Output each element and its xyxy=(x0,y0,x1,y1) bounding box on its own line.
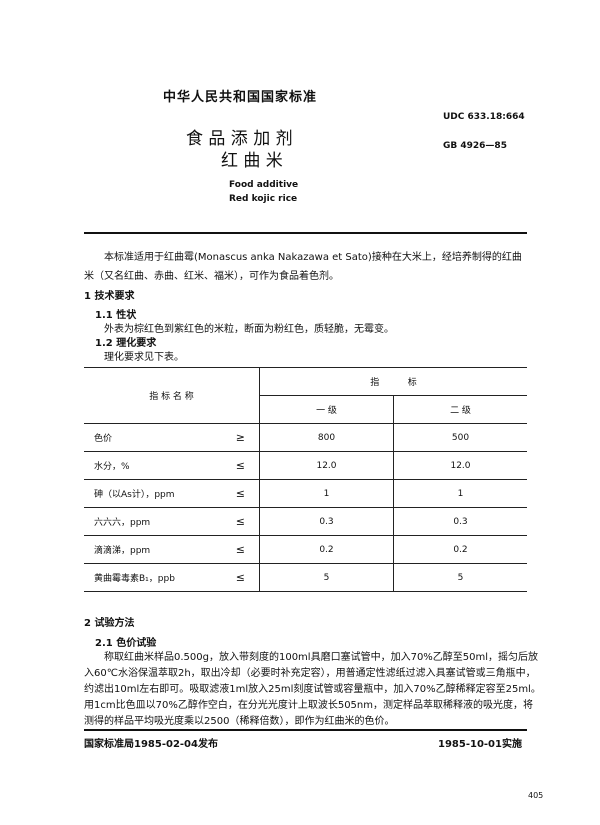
row-grade1: 0.2 xyxy=(259,535,394,564)
table-row: 黄曲霉毒素B₁，ppb ≤5 5 xyxy=(84,563,527,592)
issue-date: 国家标准局1985-02-04发布 xyxy=(84,739,218,750)
section1-2-heading: 1.2 理化要求 xyxy=(95,338,157,349)
row-name: 砷（以As计），ppm xyxy=(84,479,215,508)
english-title-line1: Food additive xyxy=(229,180,299,190)
row-operator: ≤ xyxy=(215,479,260,508)
row-grade1: 12.0 xyxy=(259,451,394,480)
page-number: 405 xyxy=(528,791,544,800)
header-grade2: 二 级 xyxy=(393,395,527,424)
row-grade2: 500 xyxy=(393,423,527,452)
row-operator: ≥ xyxy=(215,423,260,452)
requirements-table: 指 标 名 称 指 标 一 级 二 级 色价 ≥800 500 水分，% ≤12.0 1… xyxy=(84,367,527,592)
row-name: 滴滴涕，ppm xyxy=(84,535,215,564)
header-indicator: 指 标 xyxy=(259,367,527,396)
row-operator: ≤ xyxy=(215,451,260,480)
section2-heading: 2 试验方法 xyxy=(84,618,135,629)
section1-1-heading: 1.1 性状 xyxy=(95,310,137,321)
intro-line2: 米（又名红曲、赤曲、红米、福米），可作为食品着色剂。 xyxy=(84,271,339,282)
national-standard-label: 中华人民共和国国家标准 xyxy=(163,90,318,105)
table-row: 水分，% ≤12.0 12.0 xyxy=(84,451,527,480)
row-grade2: 5 xyxy=(393,563,527,592)
method-line5: 测得的样品平均吸光度乘以2500（稀释倍数），即作为红曲米的色价。 xyxy=(84,716,395,727)
title-line2: 红 曲 米 xyxy=(221,151,283,171)
title-line1: 食 品 添 加 剂 xyxy=(186,129,293,149)
section2-1-heading: 2.1 色价试验 xyxy=(95,638,157,649)
header-indicator-name: 指 标 名 称 xyxy=(84,367,260,424)
intro-line1: 本标准适用于红曲霉(Monascus anka Nakazawa et Sato… xyxy=(104,252,522,263)
footer-rule xyxy=(84,729,527,731)
effective-date: 1985-10-01实施 xyxy=(438,739,522,750)
row-grade1: 0.3 xyxy=(259,507,394,536)
row-grade1: 5 xyxy=(259,563,394,592)
row-operator: ≤ xyxy=(215,563,260,592)
section1-1-text: 外表为棕红色到紫红色的米粒，断面为粉红色，质轻脆，无霉变。 xyxy=(104,324,394,335)
gb-number: GB 4926—85 xyxy=(443,141,507,151)
header-grade1: 一 级 xyxy=(259,395,394,424)
row-grade2: 12.0 xyxy=(393,451,527,480)
section1-heading: 1 技术要求 xyxy=(84,291,135,302)
method-line2: 入60℃水浴保温萃取2h，取出冷却（必要时补充定容），用普通定性滤纸过滤入具塞试… xyxy=(84,668,536,679)
row-grade2: 1 xyxy=(393,479,527,508)
row-operator: ≤ xyxy=(215,535,260,564)
method-line3: 约滤出10ml左右即可。吸取滤液1ml放入25ml刻度试管或容量瓶中，加入70%… xyxy=(84,684,541,695)
row-name: 色价 xyxy=(84,423,215,452)
english-title-line2: Red kojic rice xyxy=(229,194,298,204)
udc-code: UDC 633.18:664 xyxy=(443,112,525,122)
table-row: 滴滴涕，ppm ≤0.2 0.2 xyxy=(84,535,527,564)
row-operator: ≤ xyxy=(215,507,260,536)
row-grade1: 800 xyxy=(259,423,394,452)
table-subheader-row: 一 级 二 级 xyxy=(84,395,527,424)
table-row: 六六六，ppm ≤0.3 0.3 xyxy=(84,507,527,536)
row-name: 黄曲霉毒素B₁，ppb xyxy=(84,563,215,592)
section1-2-text: 理化要求见下表。 xyxy=(104,352,184,363)
row-grade1: 1 xyxy=(259,479,394,508)
row-grade2: 0.2 xyxy=(393,535,527,564)
table-row: 色价 ≥800 500 xyxy=(84,423,527,452)
row-name: 六六六，ppm xyxy=(84,507,215,536)
table-row: 砷（以As计），ppm ≤1 1 xyxy=(84,479,527,508)
table-header-row: 指 标 名 称 指 标 xyxy=(84,367,527,424)
row-name: 水分，% xyxy=(84,451,215,480)
row-grade2: 0.3 xyxy=(393,507,527,536)
method-line4: 用1cm比色皿以70%乙醇作空白，在分光光度计上取波长505nm，测定样品萃取稀… xyxy=(84,700,533,711)
method-line1: 称取红曲米样品0.500g，放入带刻度的100ml具磨口塞试管中，加入70%乙醇… xyxy=(104,652,539,663)
header-rule xyxy=(84,232,527,234)
